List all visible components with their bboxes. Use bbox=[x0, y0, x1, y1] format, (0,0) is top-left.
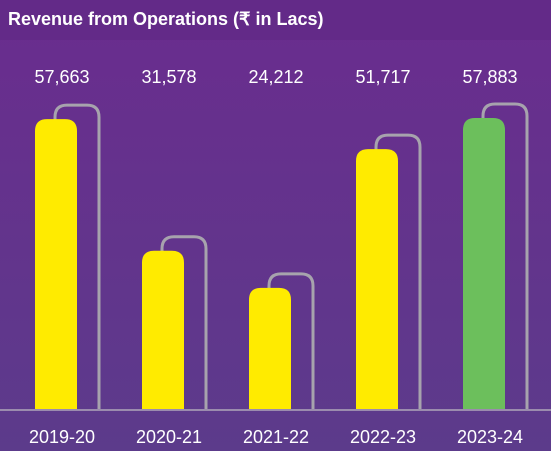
value-label: 24,212 bbox=[248, 67, 303, 87]
value-label: 57,883 bbox=[462, 67, 517, 87]
value-label: 57,663 bbox=[34, 67, 89, 87]
x-tick-label: 2020-21 bbox=[136, 427, 202, 447]
bar bbox=[142, 250, 184, 410]
bar bbox=[35, 119, 77, 410]
title-band bbox=[0, 0, 551, 40]
bar-outline bbox=[160, 235, 208, 410]
chart-title: Revenue from Operations (₹ in Lacs) bbox=[8, 9, 324, 29]
bar-outline bbox=[53, 103, 101, 410]
value-label: 51,717 bbox=[355, 67, 410, 87]
x-tick-label: 2021-22 bbox=[243, 427, 309, 447]
bar bbox=[249, 287, 291, 410]
x-tick-label: 2019-20 bbox=[29, 427, 95, 447]
plot bbox=[35, 102, 529, 411]
value-label: 31,578 bbox=[141, 67, 196, 87]
x-tick-label: 2023-24 bbox=[457, 427, 523, 447]
bar bbox=[463, 118, 505, 410]
bar-outline bbox=[374, 133, 422, 410]
x-tick-label: 2022-23 bbox=[350, 427, 416, 447]
bar bbox=[356, 149, 398, 411]
bar-outline bbox=[481, 102, 529, 410]
bar-outline bbox=[267, 272, 315, 410]
